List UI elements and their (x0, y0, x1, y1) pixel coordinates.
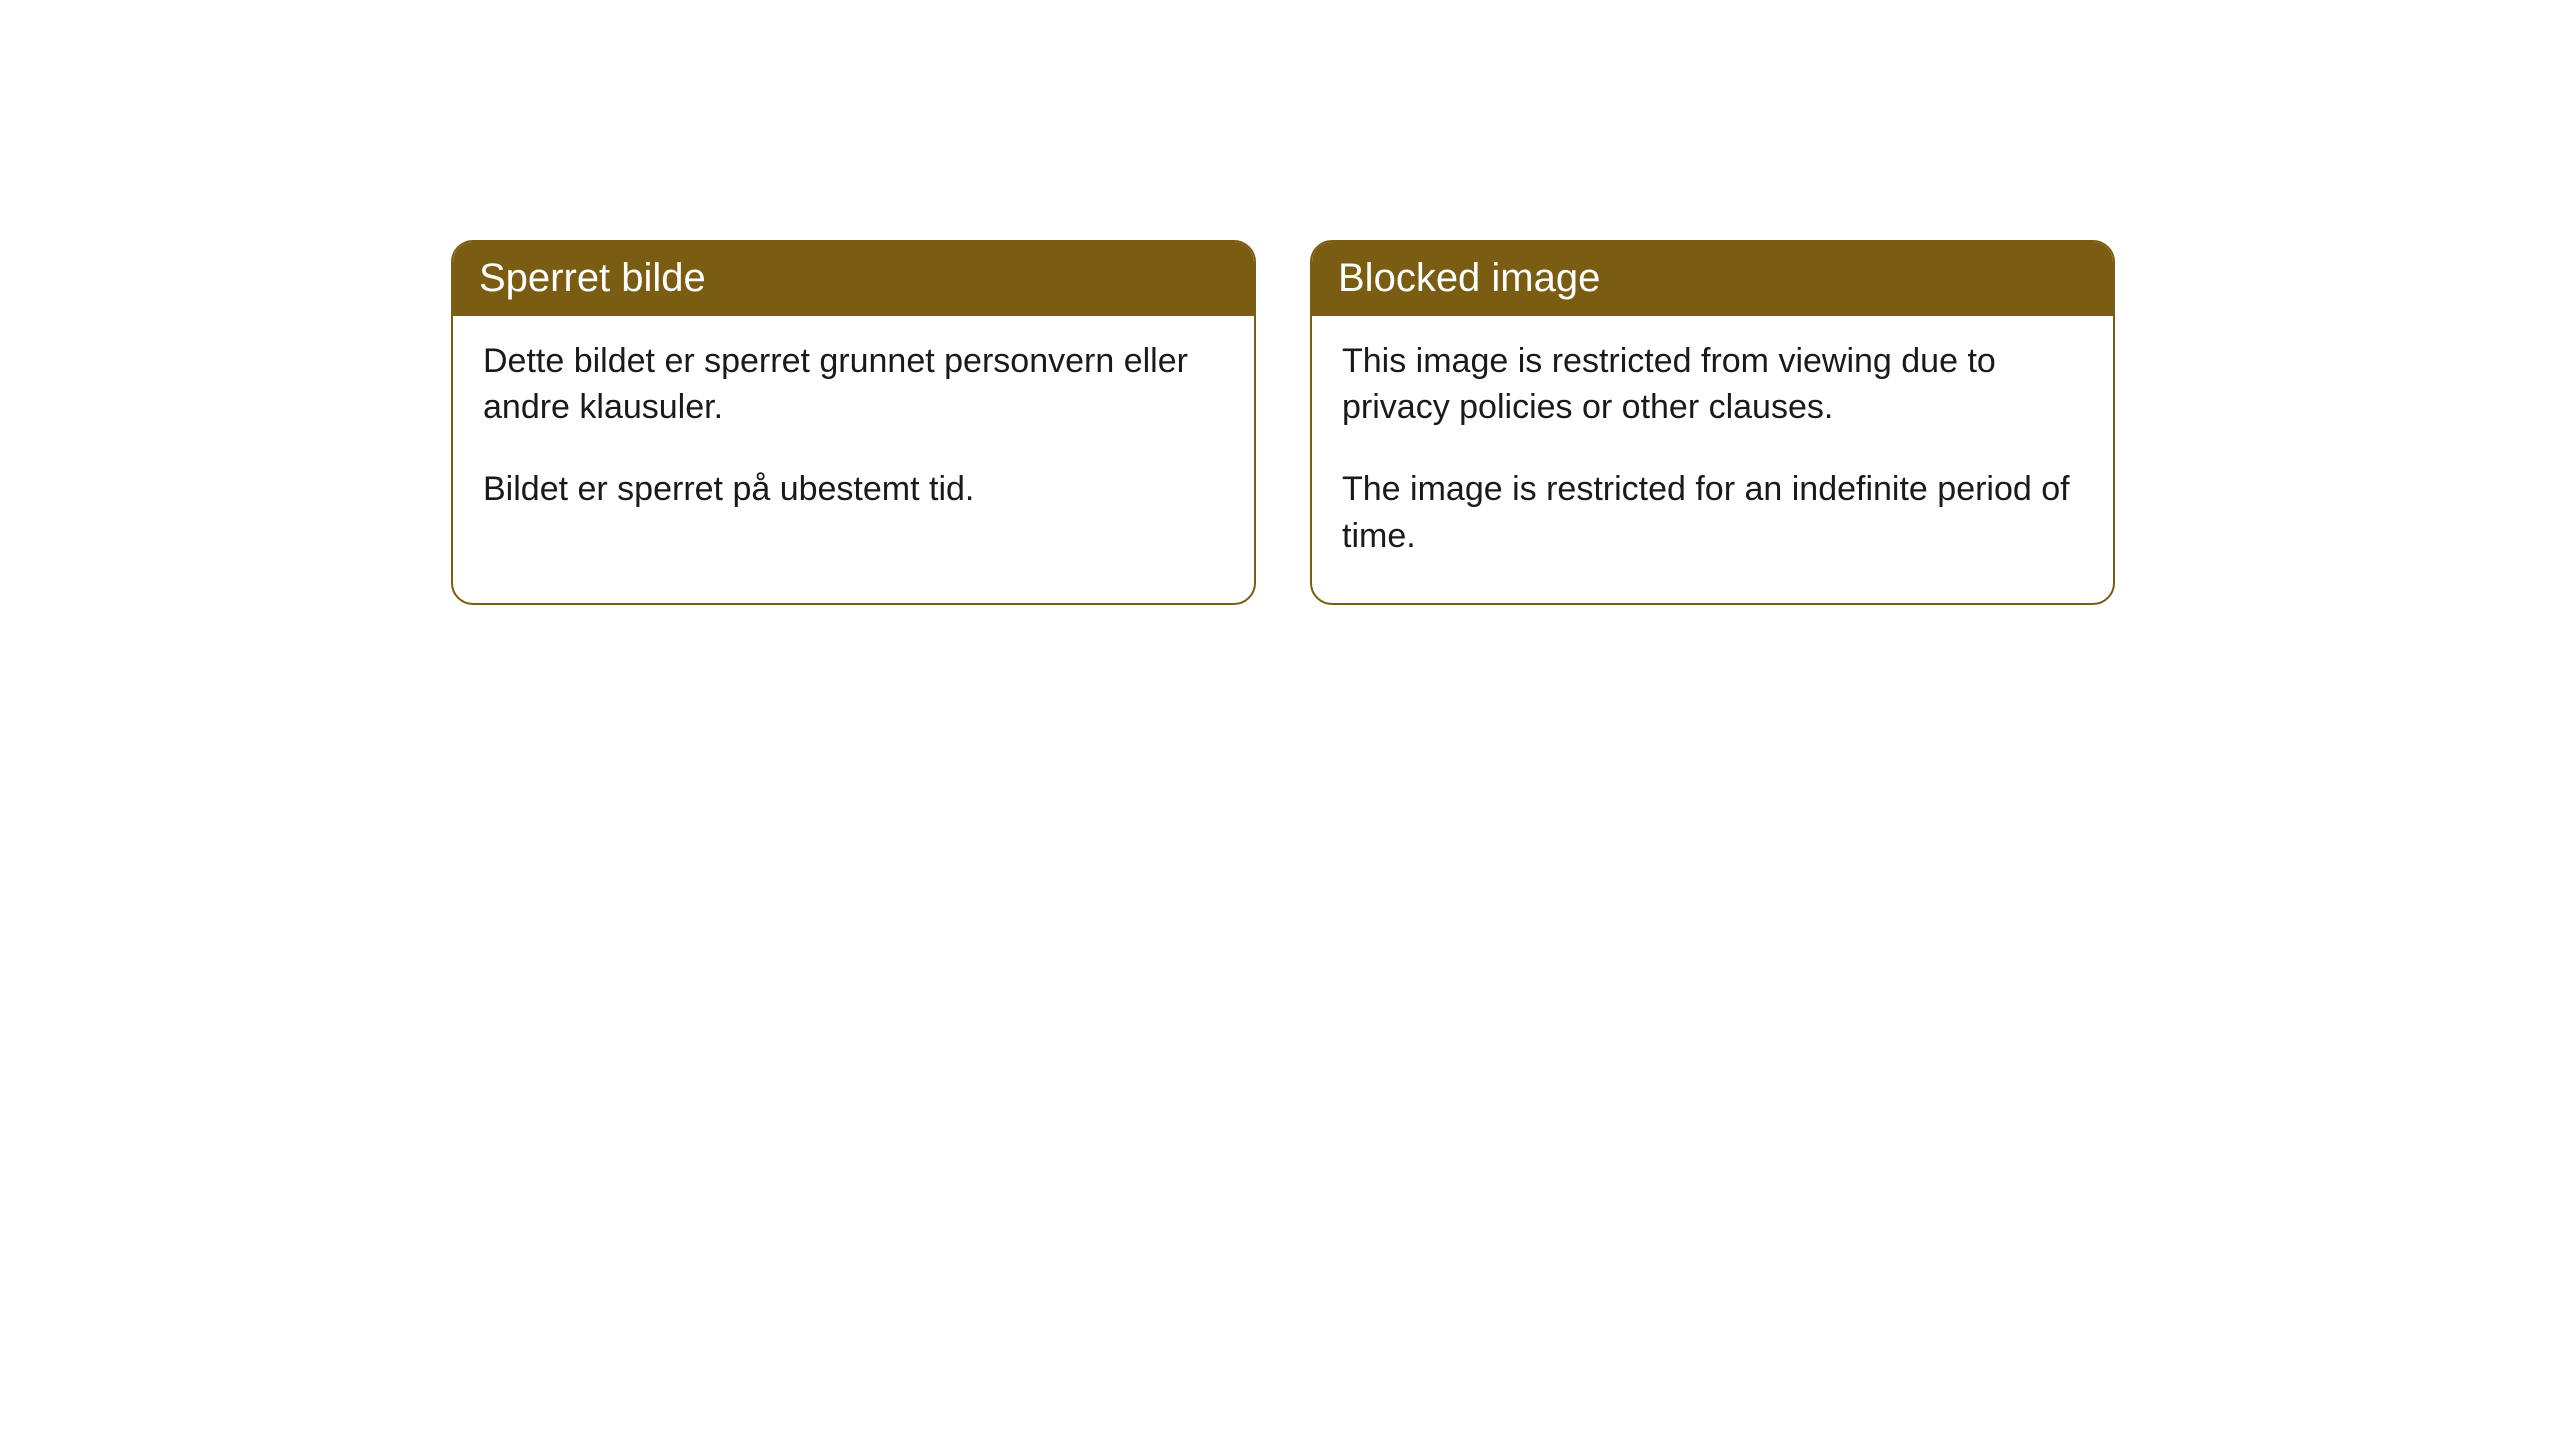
notice-paragraph: Bildet er sperret på ubestemt tid. (483, 466, 1224, 512)
notice-paragraph: Dette bildet er sperret grunnet personve… (483, 338, 1224, 430)
notice-card-title-norwegian: Sperret bilde (453, 242, 1254, 316)
notice-card-body-norwegian: Dette bildet er sperret grunnet personve… (453, 316, 1254, 557)
notice-cards-container: Sperret bilde Dette bildet er sperret gr… (0, 0, 2560, 605)
notice-card-body-english: This image is restricted from viewing du… (1312, 316, 2113, 603)
notice-paragraph: This image is restricted from viewing du… (1342, 338, 2083, 430)
notice-card-english: Blocked image This image is restricted f… (1310, 240, 2115, 605)
notice-card-norwegian: Sperret bilde Dette bildet er sperret gr… (451, 240, 1256, 605)
notice-card-title-english: Blocked image (1312, 242, 2113, 316)
notice-paragraph: The image is restricted for an indefinit… (1342, 466, 2083, 558)
